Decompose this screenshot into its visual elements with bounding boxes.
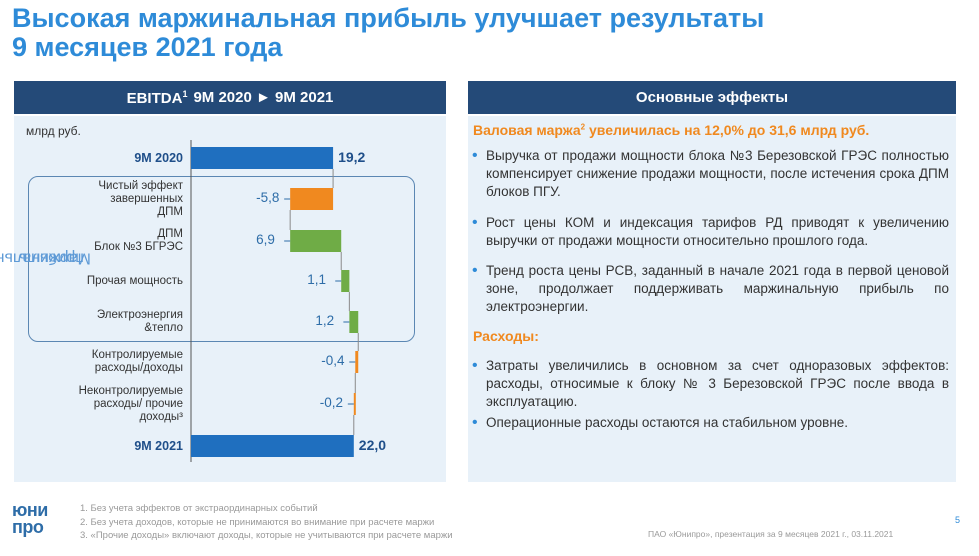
gross-margin-heading-main: Валовая маржа — [473, 122, 581, 138]
gross-margin-heading-rest: увеличилась на 12,0% до 31,6 млрд руб. — [585, 122, 870, 138]
chart-category-label-line: Электроэнергия — [96, 309, 183, 321]
effects-bullet: Выручка от продажи мощности блока №3 Бер… — [486, 148, 949, 199]
chart-category-label-line: ДПМ — [157, 205, 183, 218]
bullet-icon — [472, 414, 480, 432]
page-title-line1: Высокая маржинальная прибыль улучшает ре… — [12, 3, 765, 33]
chart-bar — [290, 188, 334, 210]
chart-category-label: Контролируемые расходы/доходы — [43, 349, 183, 375]
footnote-2: 2. Без учета доходов, которые не принима… — [80, 517, 435, 528]
chart-category-label-line: 9М 2021 — [134, 438, 183, 453]
chart-value-label: 1,2 — [315, 313, 335, 328]
page-number: 5 — [955, 515, 961, 525]
chart-category-label-line: расходы/ прочие — [93, 397, 183, 410]
chart-value-label: 6,9 — [256, 232, 275, 247]
chart-category-label: 9М 2020 — [43, 150, 183, 165]
chart-category-label-line: расходы/доходы — [94, 362, 183, 374]
expenses-heading: Расходы: — [473, 328, 539, 344]
bullet-icon — [472, 357, 480, 375]
chart-category-label: Неконтролируемые расходы/ прочие доходы³ — [43, 385, 183, 424]
chart-bar — [191, 147, 334, 169]
chart-value-label: -0,4 — [321, 353, 345, 368]
chart-category-label: Чистый эффект завершенных ДПМ — [43, 180, 183, 219]
logo-line1: юни — [12, 500, 48, 520]
chart-bar — [349, 311, 359, 333]
chart-category-label: ДПМ Блок №3 БГРЭС — [43, 228, 183, 254]
gross-margin-heading: Валовая маржа2 увеличилась на 12,0% до 3… — [473, 122, 869, 138]
effects-bullet: Затраты увеличились в основном за счет о… — [486, 358, 949, 409]
logo-line2: про — [12, 517, 44, 537]
chart-category-label: Прочая мощность — [43, 275, 183, 288]
source-note: ПАО «Юнипро», презентация за 9 месяцев 2… — [648, 529, 894, 539]
chart-panel — [14, 116, 446, 482]
effects-header: Основные эффекты — [468, 81, 956, 114]
chart-value-label: 19,2 — [338, 149, 366, 165]
chart-bar — [341, 270, 350, 292]
page-title-line2: 9 месяцев 2021 года — [12, 32, 283, 62]
company-logo: юни про — [12, 500, 68, 540]
effects-panel — [468, 116, 956, 482]
chart-header-sup: 1 — [182, 88, 188, 99]
chart-bar — [355, 351, 359, 373]
chart-category-label-line: завершенных — [110, 192, 183, 205]
chart-value-label: -0,2 — [319, 395, 344, 410]
chart-header-ebitda: EBITDA — [126, 89, 183, 107]
chart-header: EBITDA1 9М 2020 ► 9М 2021 — [14, 81, 446, 114]
gross-margin-heading-sup: 2 — [580, 122, 586, 132]
bullet-icon — [472, 214, 480, 232]
chart-category-label-line: &тепло — [144, 322, 183, 334]
bullet-icon — [472, 262, 480, 280]
chart-category-label-line: Чистый эффект — [98, 179, 183, 192]
chart-category-label-line: Неконтролируемые — [78, 384, 183, 397]
chart-bar — [290, 230, 342, 252]
bullet-icon — [472, 147, 480, 165]
effects-bullet: Операционные расходы остаются на стабиль… — [486, 415, 849, 430]
chart-category-label-line: 9М 2020 — [134, 150, 183, 165]
chart-category-label: 9М 2021 — [43, 438, 183, 453]
page-title: Высокая маржинальная прибыль улучшает ре… — [12, 4, 764, 62]
margin-group-box — [28, 176, 415, 342]
chart-category-label: Электроэнергия &тепло — [43, 309, 183, 335]
chart-category-label-line: Контролируемые — [91, 349, 183, 361]
footnote-3: 3. «Прочие доходы» включают доходы, кото… — [80, 530, 453, 541]
footnote-1: 1. Без учета эффектов от экстраординарны… — [80, 503, 318, 514]
chart-bar — [353, 393, 356, 415]
effects-bullet: Тренд роста цены РСВ, заданный в начале … — [486, 263, 949, 314]
chart-category-label-line: доходы³ — [139, 410, 183, 423]
chart-value-label: -5,8 — [256, 190, 280, 205]
chart-value-label: 1,1 — [307, 272, 326, 287]
chart-category-label-line: Блок №3 БГРЭС — [94, 241, 183, 253]
chart-header-period: 9М 2020 ► 9М 2021 — [193, 89, 334, 106]
chart-category-label-line: ДПМ — [157, 228, 183, 240]
chart-value-label: 22,0 — [358, 437, 387, 453]
chart-category-label-line: Прочая мощность — [86, 274, 183, 287]
chart-unit-label: млрд руб. — [26, 124, 81, 138]
effects-bullet: Рост цены КОМ и индексация тарифов РД пр… — [486, 215, 949, 248]
chart-bar — [191, 435, 354, 457]
